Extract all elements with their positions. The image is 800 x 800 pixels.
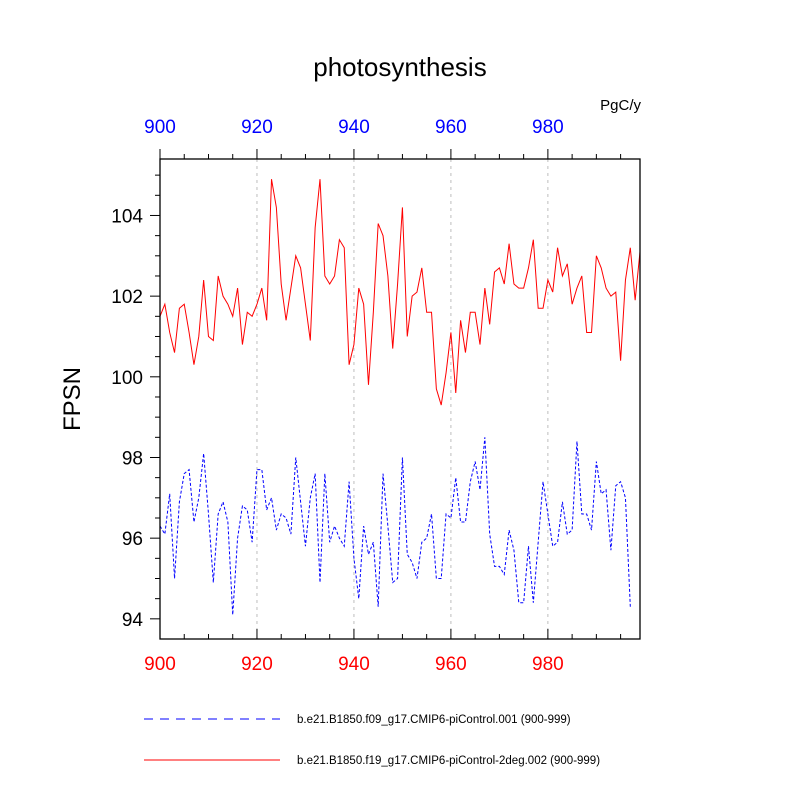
- x-tick-label-top: 980: [532, 117, 564, 138]
- legend-label: b.e21.B1850.f19_g17.CMIP6-piControl-2deg…: [297, 755, 600, 767]
- y-tick-label: 98: [122, 448, 143, 469]
- y-tick-label: 102: [111, 287, 143, 308]
- series-line-f09-piControl-001: [159, 437, 631, 615]
- x-tick-label-top: 920: [241, 117, 273, 138]
- x-tick-label-bottom: 960: [435, 654, 467, 675]
- legend-label: b.e21.B1850.f09_g17.CMIP6-piControl.001 …: [297, 714, 571, 726]
- y-tick-label: 94: [122, 610, 144, 631]
- y-tick-label: 96: [122, 529, 143, 550]
- plot-frame: [159, 158, 641, 640]
- chart-title: photosynthesis: [313, 52, 486, 82]
- axes: 900 900 920 920 940 940 960 960 980 980 94 96 98 100 1…: [111, 117, 641, 675]
- grid-lines: [256, 159, 549, 639]
- units-label: PgC/y: [600, 97, 641, 114]
- x-tick-label-bottom: 980: [532, 654, 564, 675]
- x-tick-label-top: 900: [144, 117, 176, 138]
- x-tick-label-top: 940: [338, 117, 370, 138]
- x-tick-label-bottom: 900: [144, 654, 176, 675]
- series-group: [159, 179, 641, 615]
- x-tick-label-top: 960: [435, 117, 467, 138]
- legend: b.e21.B1850.f09_g17.CMIP6-piControl.001 …: [144, 714, 600, 767]
- x-tick-label-bottom: 920: [241, 654, 273, 675]
- x-tick-label-bottom: 940: [338, 654, 370, 675]
- y-tick-label: 104: [111, 206, 143, 227]
- y-tick-label: 100: [111, 368, 143, 389]
- series-line-f19-piControl-2deg-002: [159, 179, 641, 406]
- y-axis-label: FPSN: [59, 367, 86, 431]
